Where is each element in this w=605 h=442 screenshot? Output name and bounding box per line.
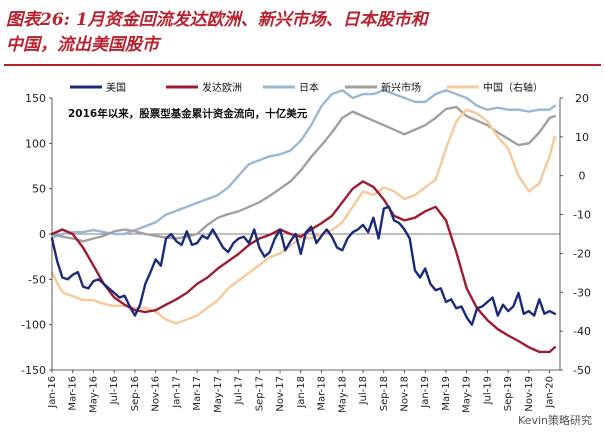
x-tick-label: Jan-20 [545,376,556,409]
x-tick-label: Mar-16 [68,376,79,411]
x-tick-label: Nov-18 [399,376,410,412]
figure-title-line-1: 图表26: 1月资金回流发达欧洲、新兴市场、日本股市和 [6,10,428,30]
left-tick-label: 50 [32,183,46,196]
right-tick-label: -20 [573,247,591,260]
right-tick-label: 0 [579,170,586,183]
x-tick-label: May-18 [337,376,348,413]
x-tick-label: Jul-17 [234,376,245,405]
right-tick-label: -30 [573,286,591,299]
legend-label-dev_europe: 发达欧洲 [202,81,242,94]
left-tick-label: -100 [21,319,46,332]
title-rule [4,64,601,66]
figure-title: 图表26: 1月资金回流发达欧洲、新兴市场、日本股市和 中国，流出美国股市 [6,8,601,58]
x-tick-label: Jan-17 [171,376,182,409]
x-tick-label: Jan-16 [47,376,58,409]
legend-label-japan: 日本 [299,81,319,94]
legend-label-china: 中国（右轴） [483,81,543,94]
right-tick-label: -10 [573,209,591,222]
x-tick-label: Sep-18 [379,376,390,411]
x-tick-label: Nov-17 [275,376,286,412]
x-tick-label: Mar-19 [441,376,452,411]
x-tick-label: Jul-18 [358,376,369,405]
right-tick-label: -50 [573,364,591,377]
series-line-dev_europe [50,180,556,354]
x-tick-label: Jul-16 [109,376,120,405]
series-line-china [50,108,556,325]
x-tick-label: Sep-17 [254,376,265,411]
x-tick-label: Mar-17 [192,376,203,411]
left-tick-label: 100 [25,137,46,150]
x-tick-label: Sep-19 [503,376,514,411]
legend-label-em: 新兴市场 [381,81,421,94]
figure-title-line-2: 中国，流出美国股市 [6,35,159,55]
legend-label-usa: 美国 [106,81,126,94]
right-tick-label: 10 [575,131,589,144]
x-tick-label: May-16 [88,376,99,413]
x-tick-label: Mar-18 [317,376,328,411]
left-tick-label: -150 [21,364,46,377]
x-tick-label: Jan-18 [296,376,307,409]
left-tick-label: 0 [39,228,46,241]
x-tick-label: Jul-19 [482,376,493,405]
x-tick-label: Nov-19 [524,376,535,412]
right-tick-label: 20 [575,92,589,105]
x-tick-label: May-19 [462,376,473,413]
series-line-usa [50,205,556,326]
right-tick-label: -40 [573,325,591,338]
chart-annotation: 2016年以来，股票型基金累计资金流向，十亿美元 [68,107,308,120]
series-line-japan [50,88,556,240]
watermark: Kevin策略研究 [515,411,595,429]
x-tick-label: Nov-16 [151,376,162,412]
left-tick-label: 150 [25,92,46,105]
x-tick-label: Sep-16 [130,376,141,411]
series-line-em [50,105,556,243]
x-tick-label: Jan-19 [420,376,431,409]
x-tick-label: May-17 [213,376,224,413]
left-tick-label: -50 [28,273,46,286]
